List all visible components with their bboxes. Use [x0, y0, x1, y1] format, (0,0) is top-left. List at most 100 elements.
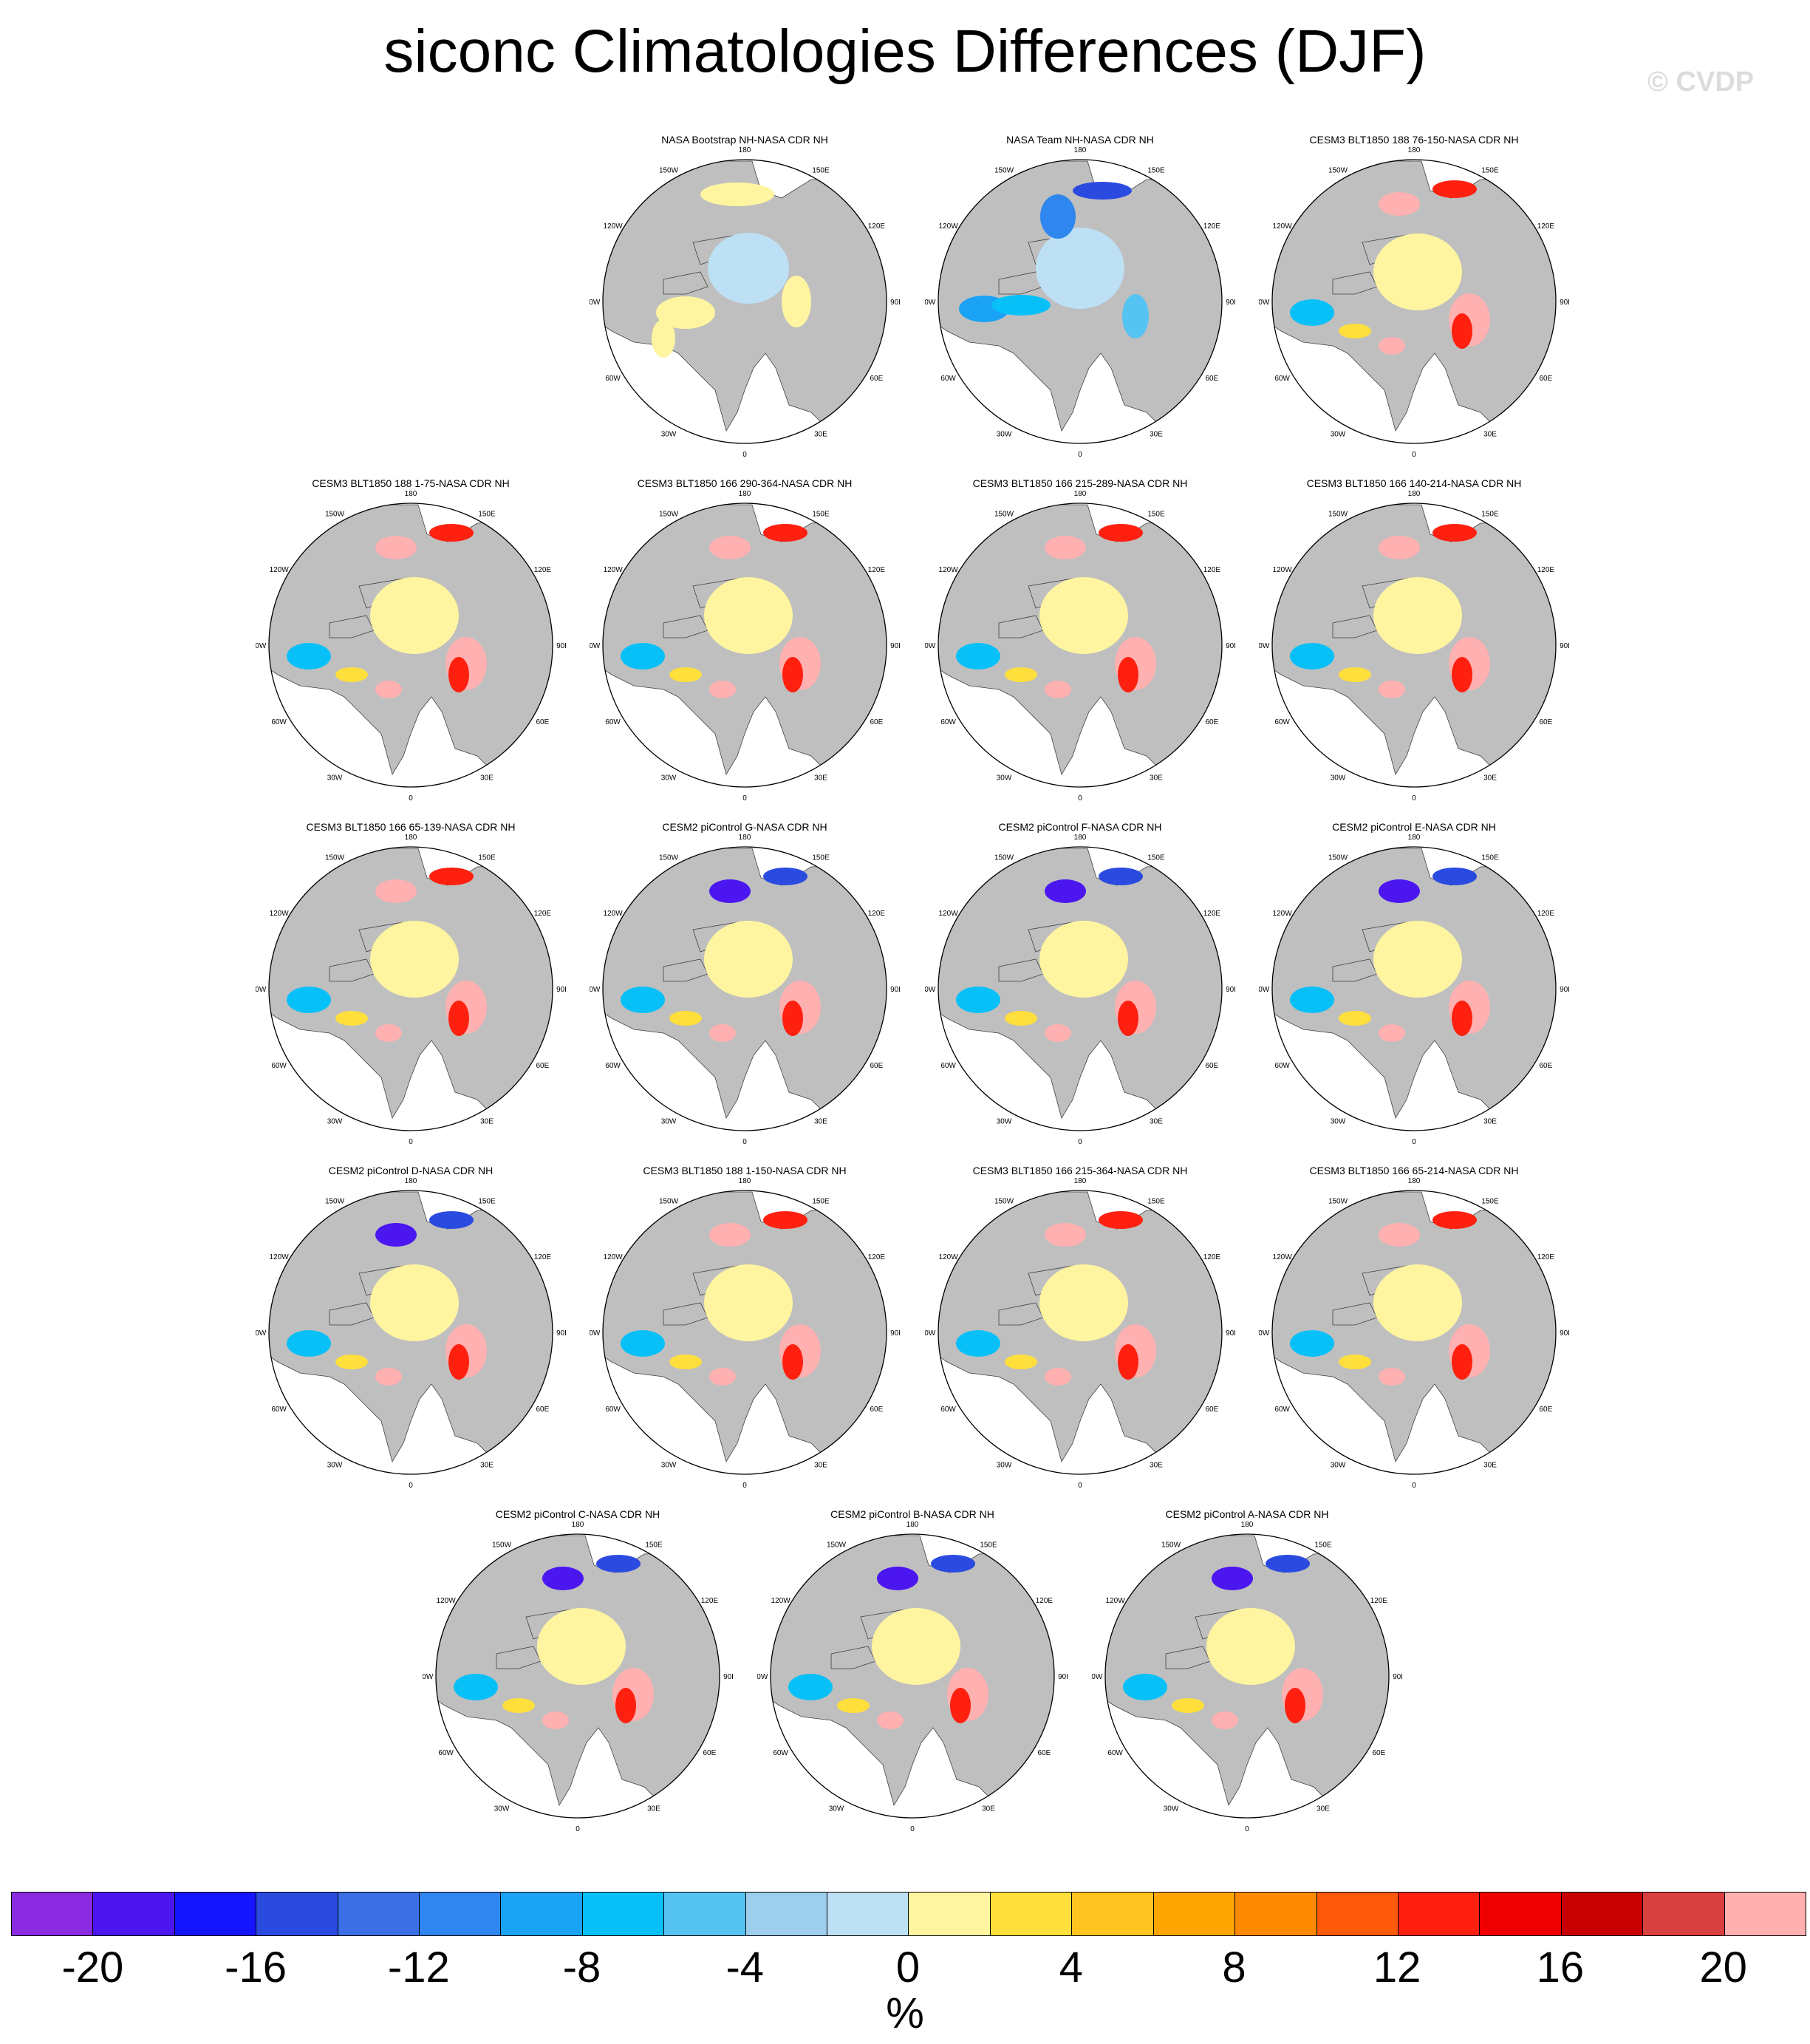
longitude-label: 60E [536, 1062, 550, 1070]
land-mass [329, 615, 375, 638]
labrador-anomaly [335, 1355, 368, 1369]
longitude-label: 90W [925, 1329, 936, 1338]
longitude-label: 60E [1206, 1406, 1219, 1414]
colorbar-swatch [1235, 1893, 1317, 1935]
barents-edge-anomaly [782, 657, 803, 692]
panel-title: CESM2 piControl A-NASA CDR NH [1165, 1508, 1329, 1520]
longitude-label: 150E [478, 1198, 496, 1206]
longitude-label: 90E [890, 986, 900, 994]
greenland-sea-anomaly [709, 1368, 736, 1386]
longitude-label: 30W [829, 1805, 844, 1813]
longitude-label: 30E [814, 430, 827, 438]
panel-title: CESM3 BLT1850 188 76-150-NASA CDR NH [1309, 134, 1519, 146]
canadian-archipelago-anomaly [991, 295, 1051, 316]
longitude-label: 30E [480, 1461, 494, 1469]
map-panel: CESM3 BLT1850 166 215-289-NASA CDR NH 180… [925, 477, 1235, 802]
colorbar-swatch [174, 1893, 257, 1935]
longitude-label: 30E [814, 1461, 827, 1469]
longitude-label: 150W [492, 1541, 512, 1550]
longitude-label: 120E [1537, 222, 1555, 231]
longitude-label: 60W [1107, 1749, 1123, 1757]
map-panel: CESM3 BLT1850 188 1-150-NASA CDR NH 180 15… [590, 1164, 900, 1489]
longitude-label: 30E [982, 1805, 995, 1813]
longitude-label: 30W [997, 774, 1012, 782]
longitude-label: 60E [1206, 375, 1219, 383]
longitude-label: 120E [1203, 910, 1221, 918]
longitude-label: 30W [1331, 1461, 1346, 1469]
polar-map: 180 150E 120E 90E 60E 30E 0 30W 60W 90W 120W 150W [256, 1177, 566, 1488]
panel-title: CESM3 BLT1850 188 1-150-NASA CDR NH [643, 1165, 847, 1176]
longitude-label: 90W [590, 986, 601, 994]
longitude-label: 60E [1540, 375, 1553, 383]
longitude-label: 90W [256, 1329, 267, 1338]
polar-map: 180 150E 120E 90E 60E 30E 0 30W 60W 90W 120W 150W [590, 146, 900, 457]
map-panel: CESM2 piControl C-NASA CDR NH 180 150E 120E… [423, 1508, 733, 1833]
barents-edge-anomaly [782, 1001, 803, 1036]
labrador-anomaly [1339, 667, 1371, 682]
longitude-label: 150W [994, 854, 1014, 862]
longitude-label: 120W [939, 566, 959, 574]
panel-title: CESM2 piControl B-NASA CDR NH [830, 1508, 994, 1520]
longitude-label: 30E [647, 1805, 660, 1813]
labrador-anomaly [669, 667, 702, 682]
longitude-label: 90E [723, 1673, 733, 1681]
colorbar-swatch [1724, 1893, 1806, 1935]
land-mass [1332, 271, 1378, 295]
longitude-label: 120W [1273, 222, 1293, 231]
longitude-label: 30W [1331, 1117, 1346, 1125]
land-mass [663, 1302, 708, 1326]
longitude-label: 90E [890, 642, 900, 650]
panel-title: CESM3 BLT1850 166 290-364-NASA CDR NH [637, 477, 853, 489]
longitude-label: 120W [939, 910, 959, 918]
colorbar-tick-label: -4 [725, 1943, 765, 1992]
labrador-anomaly [1339, 1011, 1371, 1026]
longitude-label: 150W [1328, 854, 1348, 862]
longitude-label: 30W [661, 1461, 677, 1469]
longitude-label: 60E [1373, 1749, 1386, 1757]
panel-title: CESM3 BLT1850 166 140-214-NASA CDR NH [1306, 477, 1522, 489]
longitude-label: 60W [1274, 1406, 1290, 1414]
longitude-label: 60W [940, 1062, 956, 1070]
polar-map: 180 150E 120E 90E 60E 30E 0 30W 60W 90W 120W 150W [256, 490, 566, 800]
longitude-label: 120W [1273, 910, 1293, 918]
longitude-label: 120W [604, 1253, 624, 1261]
hudson-anomaly [1290, 1330, 1334, 1357]
longitude-label: 30W [327, 1461, 343, 1469]
longitude-label: 150E [1147, 167, 1165, 175]
hudson-anomaly [454, 1674, 498, 1700]
longitude-label: 60E [870, 718, 884, 726]
panel-title: NASA Team NH-NASA CDR NH [1006, 134, 1154, 146]
map-panel: CESM3 BLT1850 188 76-150-NASA CDR NH 180 1… [1259, 133, 1569, 458]
colorbar-tick-label: -12 [387, 1943, 450, 1992]
hudson-anomaly [621, 643, 665, 670]
labrador-anomaly [335, 667, 368, 682]
polar-map: 180 150E 120E 90E 60E 30E 0 30W 60W 90W 120W 150W [590, 1177, 900, 1488]
colorbar-swatch [909, 1893, 991, 1935]
longitude-label: 120E [868, 222, 886, 231]
longitude-label: 150E [1147, 511, 1165, 519]
colorbar-swatch [256, 1893, 338, 1935]
hudson-anomaly [287, 987, 331, 1013]
longitude-label: 120W [604, 910, 624, 918]
longitude-label: 90E [1393, 1673, 1402, 1681]
bering-anomaly [700, 183, 774, 206]
watermark: © CVDP [1647, 67, 1755, 98]
longitude-label: 120W [437, 1597, 457, 1605]
hudson-anomaly [621, 1330, 665, 1357]
longitude-label: 90W [590, 1329, 601, 1338]
longitude-label: 120E [868, 1253, 886, 1261]
panel-title: CESM3 BLT1850 188 1-75-NASA CDR NH [312, 477, 510, 489]
polar-map: 180 150E 120E 90E 60E 30E 0 30W 60W 90W 120W 150W [1092, 1521, 1402, 1831]
longitude-label: 120W [1106, 1597, 1126, 1605]
colorbar-swatch [745, 1893, 828, 1935]
longitude-label: 60E [1540, 1406, 1553, 1414]
okhotsk-anomaly [931, 1555, 975, 1573]
longitude-label: 120E [1203, 566, 1221, 574]
longitude-label: 30W [997, 1461, 1012, 1469]
longitude-label: 120E [868, 566, 886, 574]
panel-title: CESM3 BLT1850 166 215-364-NASA CDR NH [972, 1165, 1188, 1176]
colorbar-swatch [664, 1893, 746, 1935]
longitude-label: 180 [1408, 834, 1421, 842]
okhotsk-anomaly [596, 1555, 641, 1573]
longitude-label: 150E [812, 167, 830, 175]
